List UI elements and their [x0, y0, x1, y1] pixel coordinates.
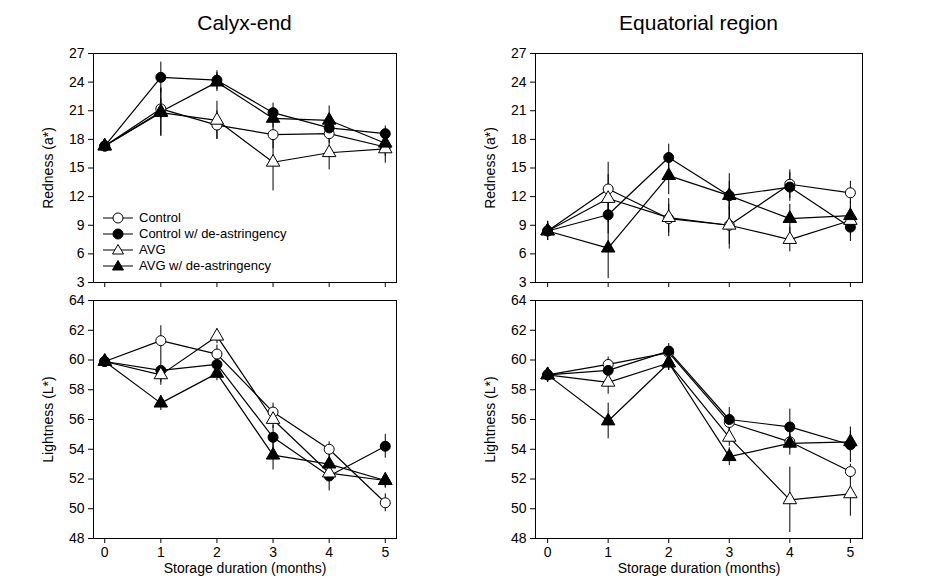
svg-text:60: 60 — [511, 351, 527, 367]
svg-text:21: 21 — [511, 102, 527, 118]
svg-text:3: 3 — [77, 274, 85, 290]
svg-text:15: 15 — [511, 159, 527, 175]
svg-text:9: 9 — [77, 217, 85, 233]
svg-text:12: 12 — [511, 188, 527, 204]
html-text:Control w/ de-astringency: Control w/ de-astringency — [139, 226, 287, 241]
svg-text:58: 58 — [511, 381, 527, 397]
svg-text:0: 0 — [101, 544, 109, 560]
html-text:Equatorial region: Equatorial region — [619, 11, 778, 34]
svg-text:6: 6 — [77, 245, 85, 261]
svg-text:50: 50 — [511, 500, 527, 516]
svg-text:18: 18 — [511, 131, 527, 147]
svg-text:48: 48 — [69, 530, 85, 546]
svg-text:60: 60 — [69, 351, 85, 367]
svg-text:18: 18 — [69, 131, 85, 147]
svg-text:54: 54 — [511, 441, 527, 457]
svg-text:2: 2 — [665, 544, 673, 560]
svg-text:1: 1 — [157, 544, 165, 560]
svg-text:54: 54 — [69, 441, 85, 457]
svg-text:3: 3 — [725, 544, 733, 560]
svg-text:Storage duration (months): Storage duration (months) — [618, 560, 781, 576]
svg-text:3: 3 — [269, 544, 277, 560]
svg-text:58: 58 — [69, 381, 85, 397]
svg-text:9: 9 — [519, 217, 527, 233]
svg-text:56: 56 — [69, 411, 85, 427]
svg-text:Lightness (L*): Lightness (L*) — [40, 376, 56, 462]
svg-text:27: 27 — [511, 45, 527, 61]
svg-text:0: 0 — [544, 544, 552, 560]
svg-text:3: 3 — [519, 274, 527, 290]
svg-text:6: 6 — [519, 245, 527, 261]
html-text:Calyx-end: Calyx-end — [197, 11, 292, 34]
html-text:Control: Control — [139, 210, 181, 225]
svg-text:52: 52 — [69, 470, 85, 486]
svg-text:50: 50 — [69, 500, 85, 516]
svg-text:2: 2 — [213, 544, 221, 560]
svg-text:24: 24 — [511, 74, 527, 90]
svg-text:4: 4 — [786, 544, 794, 560]
svg-text:Lightness (L*): Lightness (L*) — [482, 376, 498, 462]
svg-text:52: 52 — [511, 470, 527, 486]
svg-text:Storage duration (months): Storage duration (months) — [164, 560, 327, 576]
svg-text:64: 64 — [511, 292, 527, 308]
svg-text:Redness (a*): Redness (a*) — [40, 127, 56, 209]
svg-text:62: 62 — [511, 322, 527, 338]
svg-text:1: 1 — [604, 544, 612, 560]
html-text:AVG w/ de-astringency: AVG w/ de-astringency — [139, 258, 271, 273]
svg-text:12: 12 — [69, 188, 85, 204]
svg-text:62: 62 — [69, 322, 85, 338]
svg-text:4: 4 — [325, 544, 333, 560]
svg-text:Redness (a*): Redness (a*) — [482, 127, 498, 209]
svg-text:5: 5 — [381, 544, 389, 560]
svg-text:5: 5 — [846, 544, 854, 560]
svg-text:21: 21 — [69, 102, 85, 118]
svg-text:24: 24 — [69, 74, 85, 90]
svg-text:48: 48 — [511, 530, 527, 546]
svg-text:15: 15 — [69, 159, 85, 175]
svg-text:27: 27 — [69, 45, 85, 61]
svg-text:64: 64 — [69, 292, 85, 308]
html-text:AVG: AVG — [139, 242, 166, 257]
svg-text:56: 56 — [511, 411, 527, 427]
